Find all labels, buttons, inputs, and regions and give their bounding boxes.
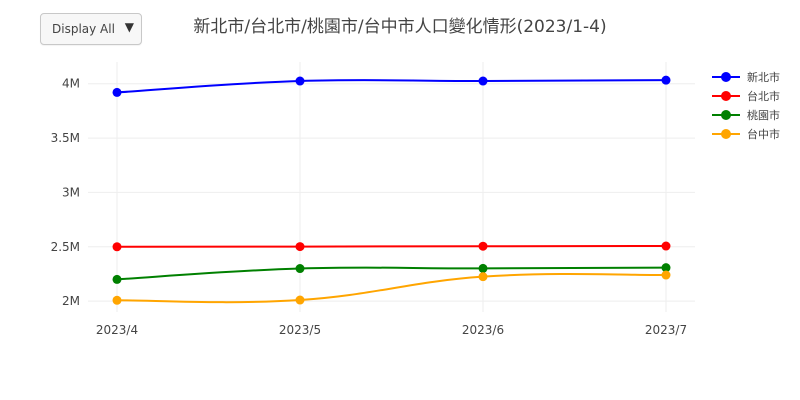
series-line bbox=[112, 241, 671, 252]
data-point[interactable] bbox=[478, 263, 488, 273]
series-line bbox=[112, 75, 671, 97]
data-point[interactable] bbox=[112, 295, 122, 305]
y-tick-label: 2.5M bbox=[51, 240, 80, 254]
series-line bbox=[112, 263, 671, 284]
y-tick-label: 2M bbox=[62, 294, 80, 308]
legend-label: 台北市 bbox=[747, 89, 780, 103]
data-point[interactable] bbox=[295, 264, 305, 274]
data-point[interactable] bbox=[295, 242, 305, 252]
x-tick-label: 2023/5 bbox=[279, 323, 321, 337]
data-point[interactable] bbox=[295, 295, 305, 305]
legend-item[interactable]: 台中市 bbox=[712, 127, 780, 141]
data-point[interactable] bbox=[661, 241, 671, 251]
data-point[interactable] bbox=[112, 87, 122, 97]
series-path bbox=[116, 79, 667, 94]
data-point[interactable] bbox=[661, 75, 671, 85]
y-tick-label: 3M bbox=[62, 185, 80, 199]
dropdown-label: Display All bbox=[52, 22, 115, 36]
series-path bbox=[116, 273, 667, 304]
x-tick-label: 2023/6 bbox=[462, 323, 504, 337]
chart-title: 新北市/台北市/桃園市/台中市人口變化情形(2023/1-4) bbox=[193, 17, 606, 37]
legend-marker-icon bbox=[721, 129, 731, 139]
y-tick-label: 3.5M bbox=[51, 131, 80, 145]
legend-label: 台中市 bbox=[747, 127, 780, 141]
series-line bbox=[112, 270, 671, 305]
triangle-down-icon: ▼ bbox=[124, 20, 134, 34]
legend-label: 桃園市 bbox=[747, 108, 780, 122]
series-path bbox=[116, 245, 667, 248]
x-tick-label: 2023/4 bbox=[96, 323, 138, 337]
data-point[interactable] bbox=[112, 242, 122, 252]
display-all-dropdown[interactable]: Display All ▼ bbox=[40, 13, 142, 45]
data-point[interactable] bbox=[478, 76, 488, 86]
legend-item[interactable]: 台北市 bbox=[712, 89, 780, 103]
data-point[interactable] bbox=[478, 272, 488, 282]
legend-label: 新北市 bbox=[747, 70, 780, 84]
series-layer bbox=[112, 75, 671, 305]
data-point[interactable] bbox=[661, 263, 671, 273]
x-tick-label: 2023/7 bbox=[645, 323, 687, 337]
legend-marker-icon bbox=[721, 110, 731, 120]
data-point[interactable] bbox=[478, 241, 488, 251]
legend-item[interactable]: 桃園市 bbox=[712, 108, 780, 122]
axis-layer: 2023/4 2023/5 2023/6 2023/7 2M 2.5M 3M 3.5M 4M bbox=[51, 77, 688, 337]
data-point[interactable] bbox=[112, 274, 122, 284]
data-point[interactable] bbox=[295, 76, 305, 86]
legend-marker-icon bbox=[721, 91, 731, 101]
data-point[interactable] bbox=[661, 270, 671, 280]
legend-item[interactable]: 新北市 bbox=[712, 70, 780, 84]
y-tick-label: 4M bbox=[62, 77, 80, 91]
legend-marker-icon bbox=[721, 72, 731, 82]
series-path bbox=[116, 266, 667, 281]
